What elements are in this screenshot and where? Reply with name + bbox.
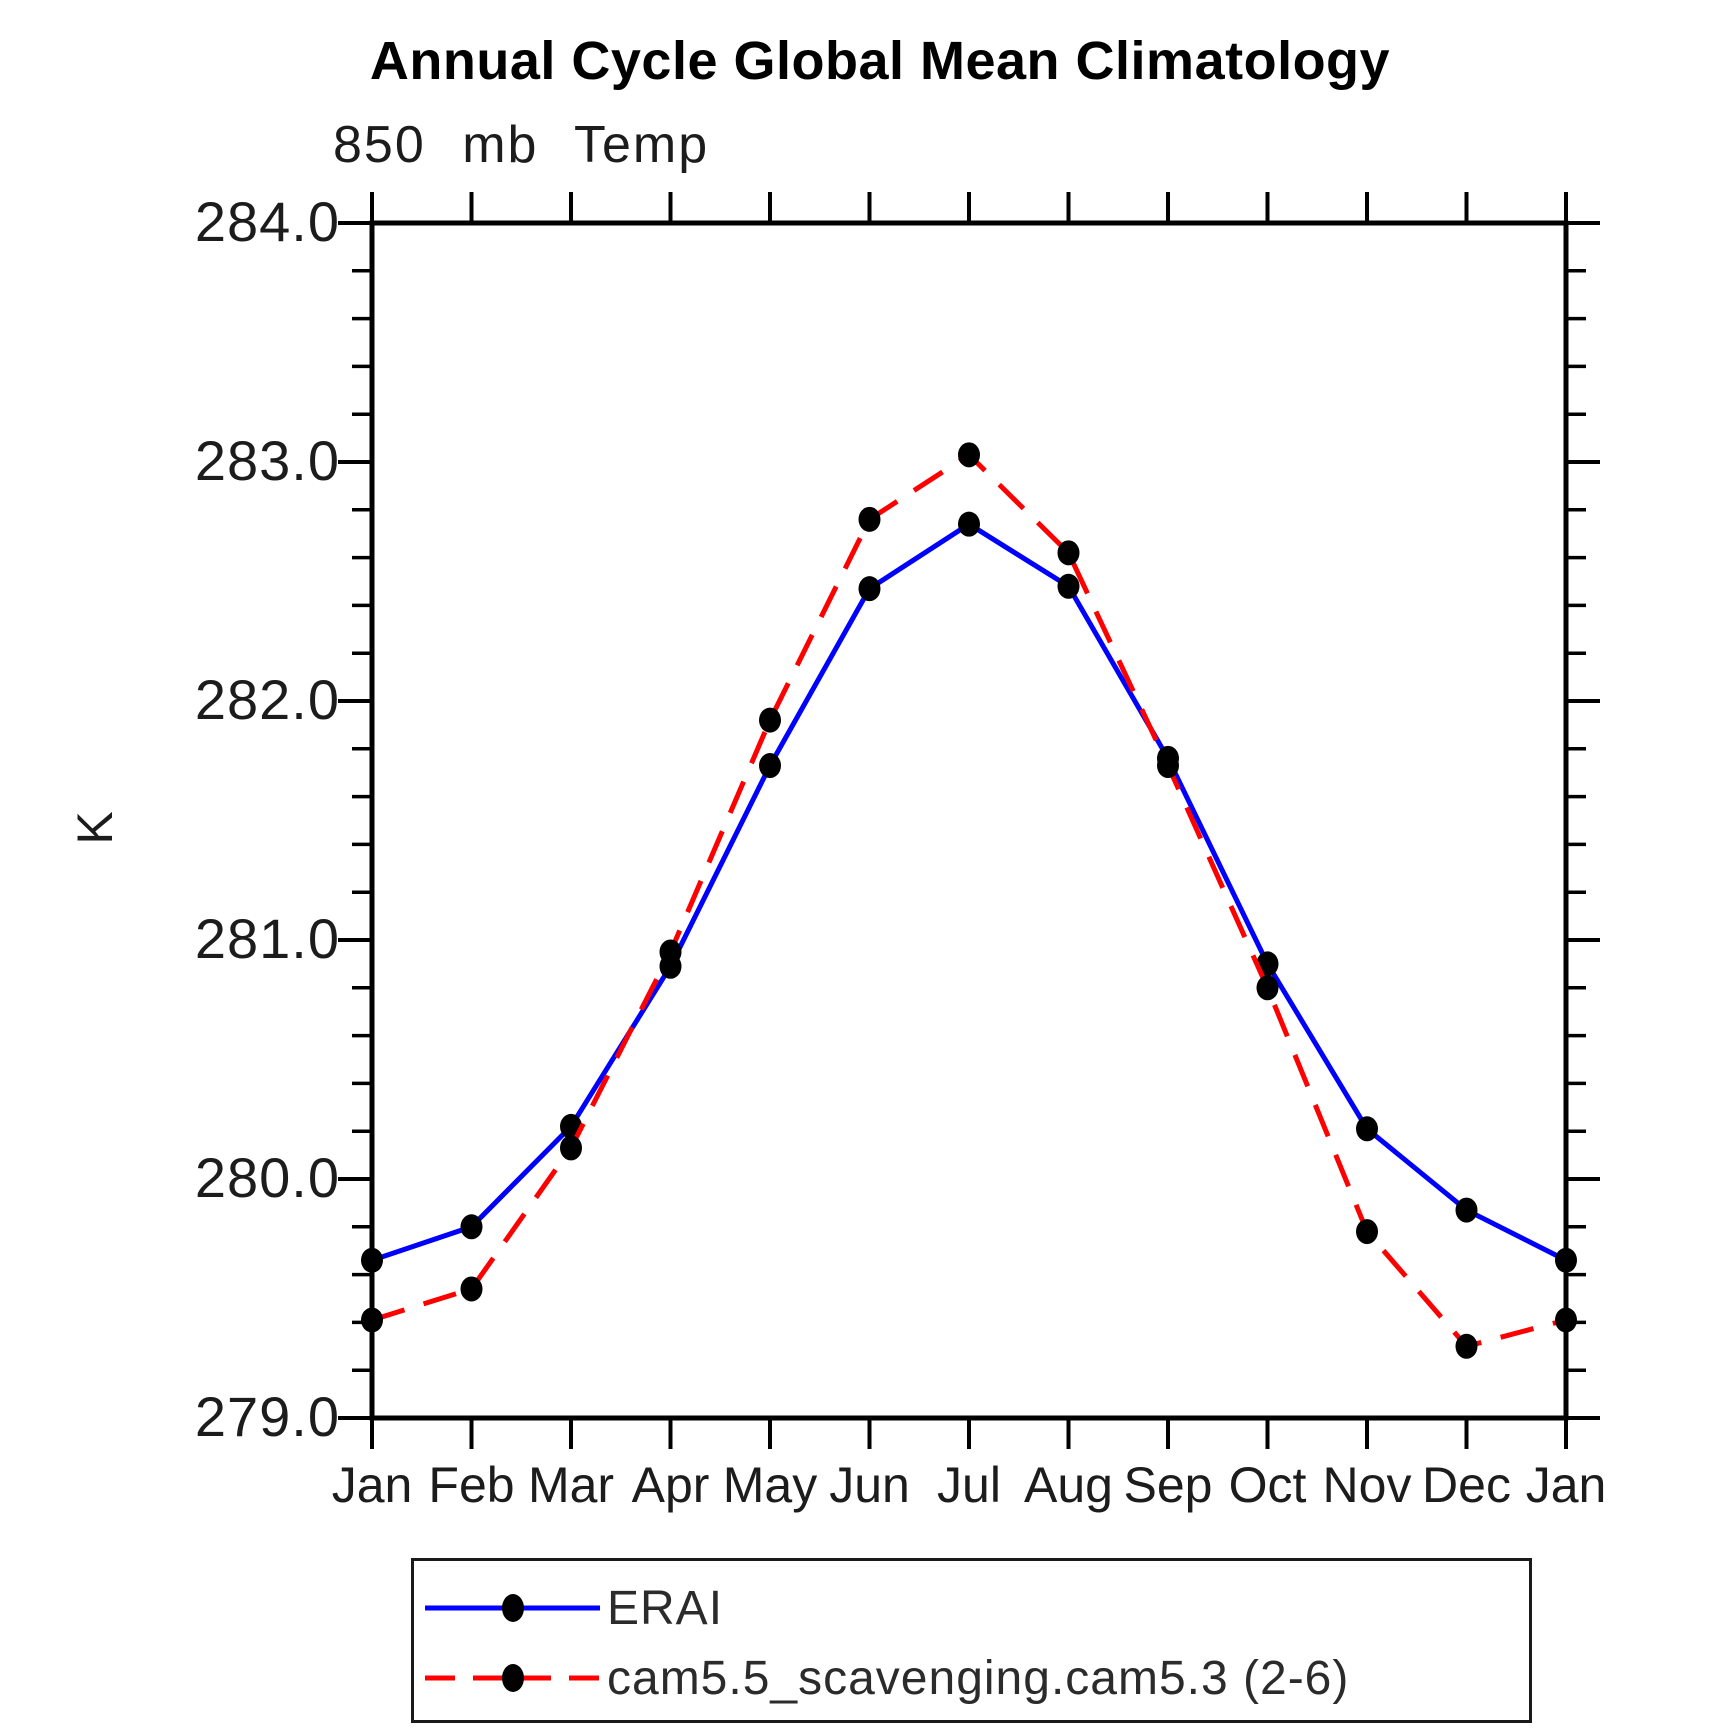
x-axis-tick-label: Sep bbox=[1124, 1457, 1213, 1513]
data-point-marker-0 bbox=[759, 753, 781, 779]
x-axis-tick-label: Feb bbox=[428, 1457, 514, 1513]
x-axis-tick-label: May bbox=[723, 1457, 817, 1513]
data-point-marker-1 bbox=[460, 1276, 483, 1302]
x-axis-tick-label: Oct bbox=[1229, 1457, 1307, 1513]
data-point-marker-1 bbox=[1555, 1307, 1577, 1333]
x-axis-tick-label: Apr bbox=[632, 1457, 710, 1513]
x-axis-tick-label: Jul bbox=[937, 1457, 1001, 1513]
legend-swatch-erai bbox=[425, 1594, 600, 1622]
series-line-0 bbox=[371, 521, 1568, 1263]
plot-frame bbox=[369, 220, 1569, 1421]
y-axis-tick-label: 279.0 bbox=[195, 1385, 340, 1448]
y-axis-label: K bbox=[67, 811, 123, 844]
x-axis-tick-label: Jan bbox=[332, 1457, 413, 1513]
data-point-marker-1 bbox=[1356, 1219, 1378, 1245]
data-point-marker-0 bbox=[460, 1214, 483, 1240]
data-point-marker-1 bbox=[958, 442, 980, 468]
data-point-marker-0 bbox=[858, 576, 881, 602]
y-axis-tick-label: 284.0 bbox=[195, 190, 340, 253]
legend: ERAI cam5.5_scavenging.cam5.3 (2-6) bbox=[411, 1558, 1532, 1723]
data-point-marker-0 bbox=[1356, 1116, 1378, 1142]
data-point-marker-1 bbox=[659, 939, 682, 965]
x-axis-tick-label: Jan bbox=[1526, 1457, 1607, 1513]
x-axis-tick-label: Nov bbox=[1323, 1457, 1412, 1513]
data-point-marker-1 bbox=[361, 1307, 383, 1333]
legend-marker-icon bbox=[502, 1594, 524, 1622]
legend-label-cam55: cam5.5_scavenging.cam5.3 (2-6) bbox=[607, 1651, 1350, 1705]
data-point-marker-0 bbox=[1555, 1247, 1577, 1273]
y-axis-tick-label: 281.0 bbox=[195, 907, 340, 970]
x-axis-tick-label: Jun bbox=[829, 1457, 910, 1513]
data-point-marker-1 bbox=[1455, 1333, 1478, 1359]
legend-item-erai: ERAI bbox=[418, 1578, 723, 1638]
data-point-marker-0 bbox=[1455, 1197, 1478, 1223]
data-point-marker-1 bbox=[560, 1135, 582, 1161]
data-point-marker-1 bbox=[759, 707, 781, 733]
data-point-marker-0 bbox=[1057, 573, 1080, 599]
x-axis-tick-label: Mar bbox=[528, 1457, 614, 1513]
data-point-marker-0 bbox=[361, 1247, 383, 1273]
x-axis-tick-label: Aug bbox=[1024, 1457, 1113, 1513]
data-point-marker-1 bbox=[1057, 540, 1080, 566]
data-point-marker-1 bbox=[1256, 975, 1279, 1001]
x-axis-tick-label: Dec bbox=[1422, 1457, 1511, 1513]
legend-label-erai: ERAI bbox=[607, 1581, 724, 1635]
data-point-marker-1 bbox=[1157, 753, 1179, 779]
legend-swatch-cam55 bbox=[425, 1664, 600, 1692]
y-axis-tick-label: 282.0 bbox=[195, 668, 340, 731]
data-point-marker-1 bbox=[858, 506, 881, 532]
y-axis-tick-label: 280.0 bbox=[195, 1146, 340, 1209]
plot-area: Jan Feb Mar Apr May Jun Jul Aug Sep Oct Nov Dec Jan 2… bbox=[195, 190, 1606, 1513]
chart-title: Annual Cycle Global Mean Climatology bbox=[369, 31, 1391, 91]
y-axis-tick-label: 283.0 bbox=[195, 429, 340, 492]
data-point-marker-0 bbox=[958, 511, 980, 537]
chart-subtitle: 850 mb Temp bbox=[333, 116, 709, 174]
legend-marker-icon bbox=[502, 1664, 524, 1692]
climatology-chart: 850 mb Temp K Jan Feb Mar Apr May Jun Jul Aug Se… bbox=[67, 116, 1606, 1513]
legend-item-cam55: cam5.5_scavenging.cam5.3 (2-6) bbox=[418, 1648, 1349, 1708]
series-line-1 bbox=[371, 451, 1567, 1350]
